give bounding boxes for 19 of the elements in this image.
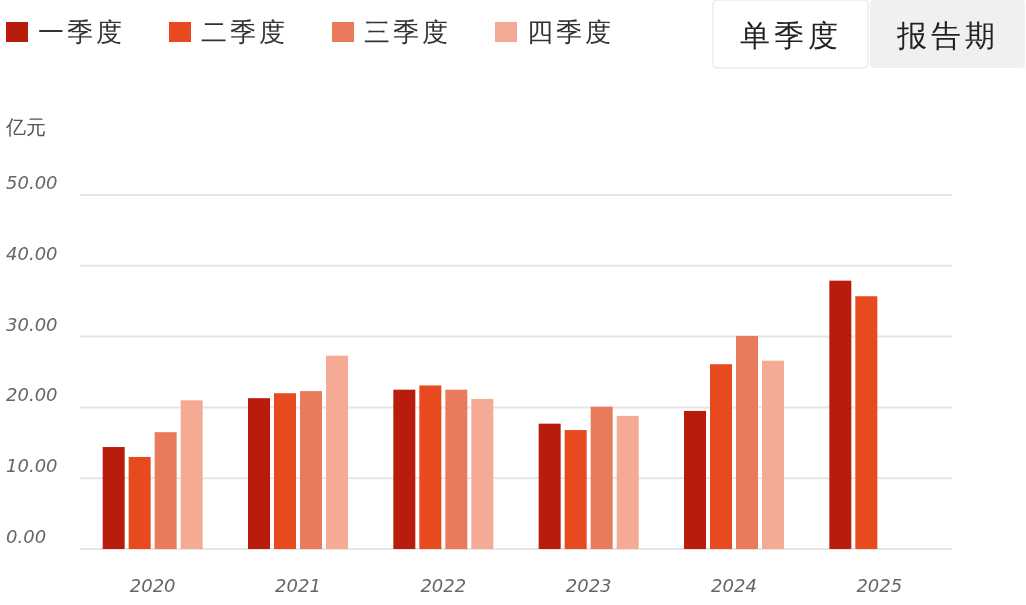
y-axis-title: 亿元: [5, 115, 46, 139]
legend-label: 二季度: [201, 17, 288, 47]
x-tick-label: 2023: [565, 575, 612, 596]
legend-label: 一季度: [38, 17, 125, 47]
y-tick-label: 0.00: [6, 526, 47, 547]
y-tick-label: 30.00: [6, 313, 58, 335]
y-tick-label: 20.00: [6, 384, 58, 406]
x-tick-label: 2025: [856, 575, 903, 596]
y-tick-label: 50.00: [6, 172, 58, 193]
y-tick-label: 40.00: [6, 242, 58, 264]
x-tick-label: 2024: [711, 575, 757, 596]
text: 报告期: [896, 18, 999, 53]
x-tick-label: 2020: [129, 575, 176, 596]
y-tick-label: 10.00: [6, 455, 58, 477]
text: 单季度: [740, 18, 842, 53]
legend-label: 三季度: [364, 17, 451, 47]
x-tick-label: 2021: [275, 575, 321, 596]
legend-label: 四季度: [527, 17, 614, 47]
x-tick-label: 2022: [420, 575, 467, 596]
